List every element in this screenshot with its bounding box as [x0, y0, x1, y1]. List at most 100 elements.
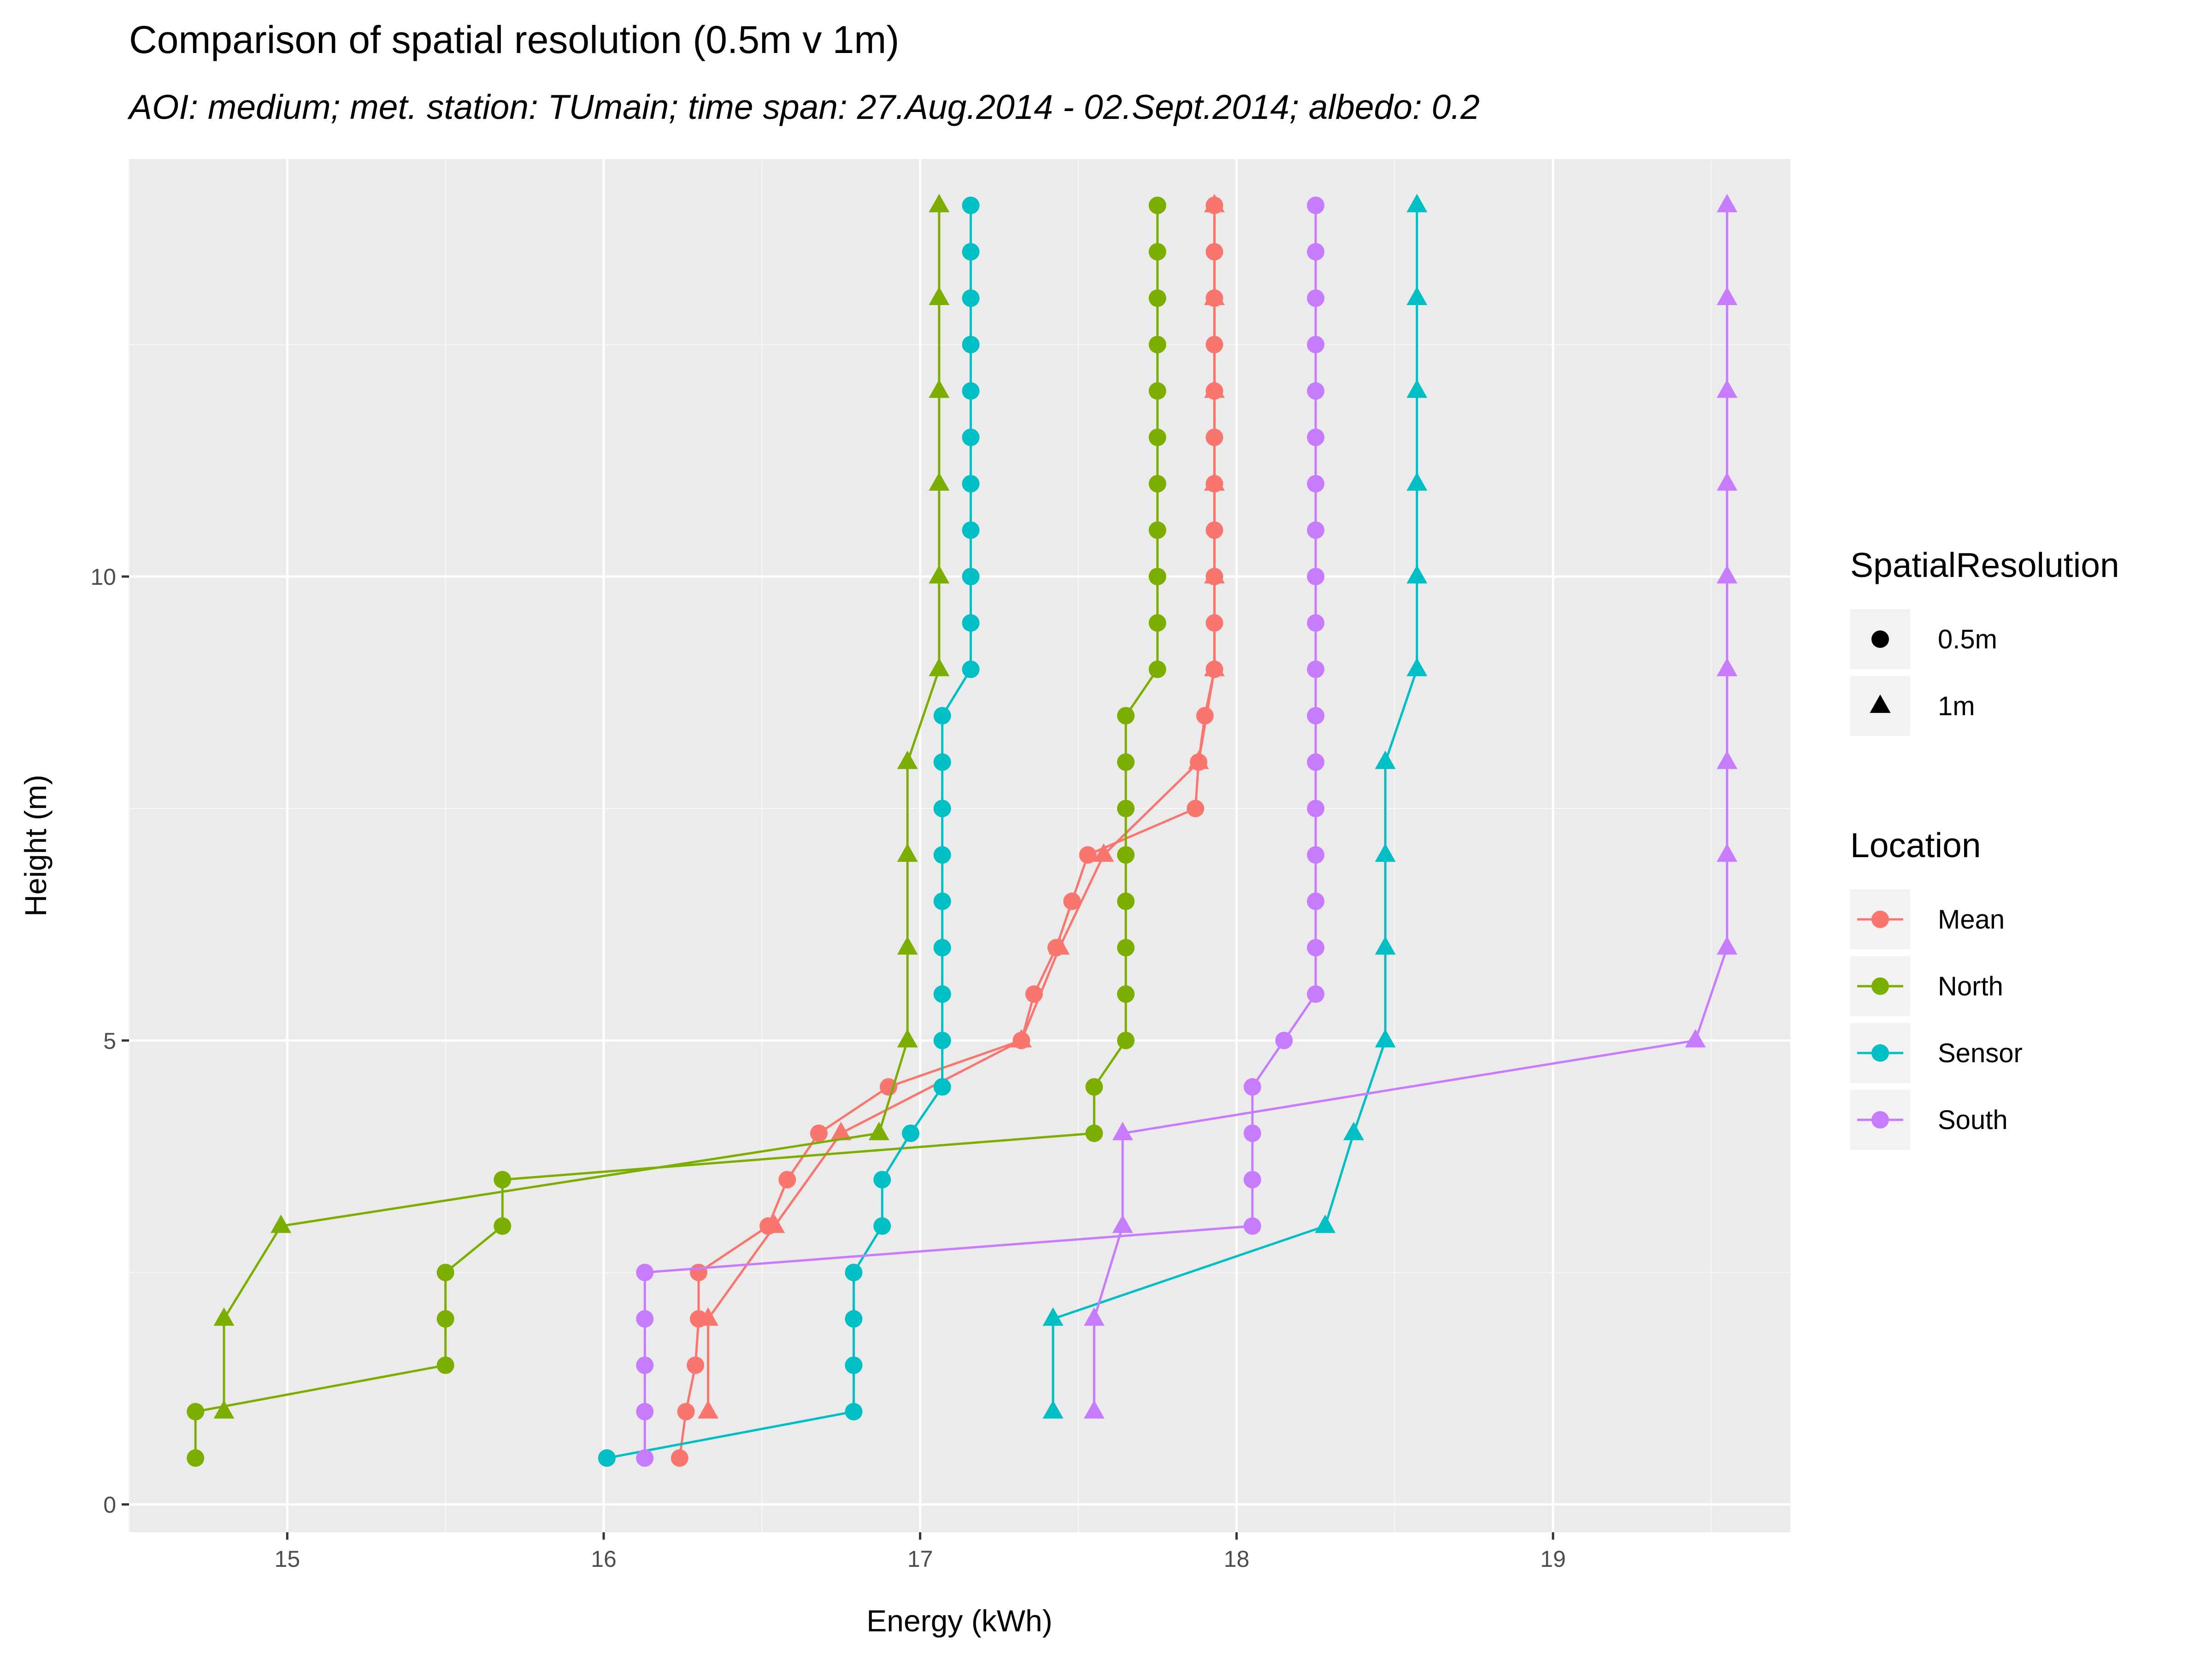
data-point [897, 936, 918, 955]
data-point [1307, 429, 1324, 447]
data-point [1204, 658, 1225, 677]
data-point [1148, 289, 1166, 307]
data-point [636, 1403, 654, 1421]
data-point [1117, 892, 1135, 910]
data-point [1117, 846, 1135, 864]
data-point [933, 892, 951, 910]
data-point [436, 1310, 454, 1328]
data-point [929, 287, 950, 306]
data-point [962, 382, 980, 400]
data-point [436, 1264, 454, 1282]
data-point [636, 1356, 654, 1374]
data-point [1148, 521, 1166, 539]
data-point [1148, 382, 1166, 400]
tick-labels: 15 16 17 18 19 0 5 10 [90, 564, 1565, 1572]
data-point [687, 1356, 705, 1374]
x-tick-label: 17 [907, 1546, 933, 1572]
series-sensor-1m [1042, 194, 1428, 1419]
chart-subtitle: AOI: medium; met. station: TUmain; time … [127, 88, 1480, 126]
legend-key-marker [1870, 694, 1891, 713]
data-point [1307, 521, 1324, 539]
data-point [1083, 1400, 1105, 1419]
data-point [1717, 658, 1738, 677]
legend-color-label: North [1938, 971, 2003, 1001]
data-point [636, 1449, 654, 1467]
data-point [1717, 565, 1738, 584]
legend-key-marker [1871, 1111, 1889, 1129]
legend-color: Location Mean North Sensor South [1850, 826, 2023, 1150]
data-point [1085, 1078, 1103, 1096]
data-point [845, 1403, 863, 1421]
data-point [933, 800, 951, 818]
series-line [1093, 205, 1729, 1412]
series-line [707, 205, 1216, 1412]
series-south-1m [1083, 194, 1738, 1419]
data-point [933, 1031, 951, 1049]
data-point [187, 1403, 205, 1421]
data-point [933, 846, 951, 864]
data-point [1243, 1124, 1261, 1142]
data-point [1307, 614, 1324, 632]
x-tick-label: 19 [1540, 1546, 1566, 1572]
axis-ticks [122, 575, 1554, 1540]
data-point [1204, 379, 1225, 398]
data-point [1717, 472, 1738, 491]
chart-title: Comparison of spatial resolution (0.5m v… [129, 18, 899, 61]
legend-shape: SpatialResolution 0.5m 1m [1850, 546, 2119, 736]
data-point [1717, 379, 1738, 398]
data-point [271, 1214, 292, 1233]
data-point [1717, 843, 1738, 862]
series-north-05m [187, 196, 1166, 1467]
plot-panel [129, 159, 1790, 1532]
data-point [962, 196, 980, 214]
data-point [897, 750, 918, 769]
data-point [1042, 1400, 1064, 1419]
data-point [1117, 985, 1135, 1003]
data-point [929, 472, 950, 491]
data-point [1685, 1029, 1706, 1047]
data-point [1307, 707, 1324, 725]
legend-shape-label: 1m [1938, 691, 1975, 721]
data-point [1148, 475, 1166, 493]
data-point [1375, 750, 1396, 769]
data-point [1307, 335, 1324, 353]
data-point [1011, 1029, 1032, 1047]
data-point [929, 194, 950, 212]
data-point [1083, 1307, 1105, 1326]
data-point [1148, 429, 1166, 447]
data-point [1093, 843, 1114, 862]
grid-major [129, 159, 1790, 1532]
data-point [1148, 196, 1166, 214]
data-point [671, 1449, 688, 1467]
data-point [845, 1356, 863, 1374]
data-point [636, 1310, 654, 1328]
data-point [436, 1356, 454, 1374]
data-point [494, 1171, 512, 1188]
legend-color-label: Mean [1938, 905, 2005, 935]
data-point [873, 1217, 891, 1235]
y-axis-title: Height (m) [18, 775, 53, 917]
series-north-1m [213, 194, 950, 1419]
data-point [933, 985, 951, 1003]
series-line [194, 205, 1159, 1458]
data-point [810, 1124, 828, 1142]
data-point [897, 843, 918, 862]
series-line [223, 205, 941, 1412]
data-point [778, 1171, 796, 1188]
y-tick-label: 5 [103, 1028, 116, 1054]
series-sensor-05m [598, 196, 980, 1467]
data-point [933, 707, 951, 725]
data-point [902, 1124, 920, 1142]
data-point [1117, 707, 1135, 725]
data-point [1307, 939, 1324, 957]
data-point [929, 379, 950, 398]
grid-minor [128, 159, 1790, 1532]
data-point [1204, 287, 1225, 306]
data-point [845, 1310, 863, 1328]
data-point [962, 475, 980, 493]
data-point [1204, 565, 1225, 584]
data-point [1406, 287, 1428, 306]
data-point [213, 1400, 235, 1419]
data-point [1307, 568, 1324, 586]
